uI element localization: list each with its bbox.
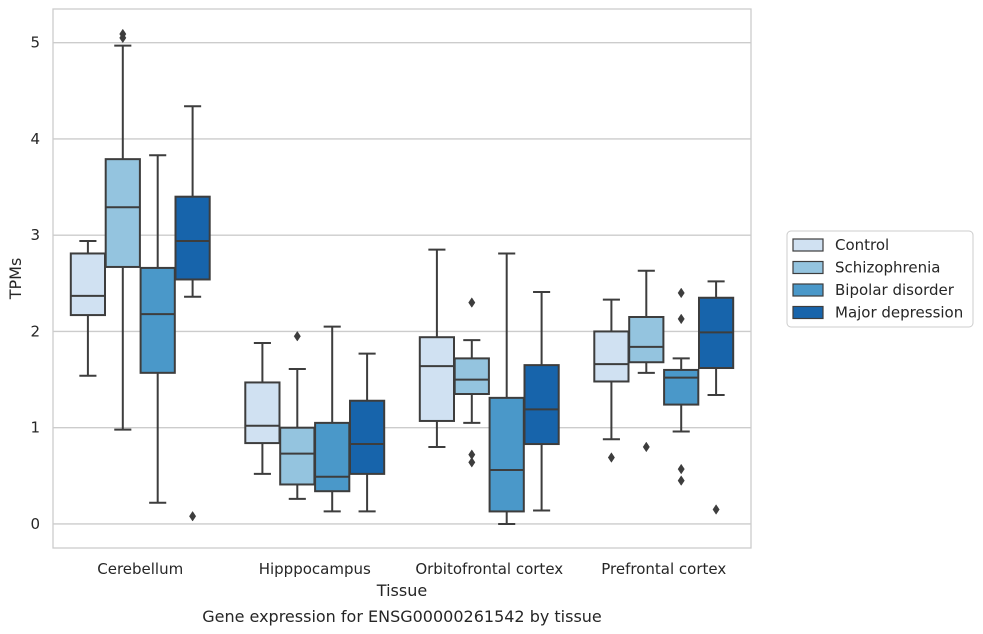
- box-group: [244, 341, 281, 475]
- box-group: [418, 248, 456, 448]
- box-group: [104, 28, 141, 431]
- legend-label: Bipolar disorder: [835, 281, 955, 299]
- x-tick-labels: Cerebellum Hipppocampus Orbitofrontal cort…: [97, 560, 726, 578]
- iqr-box: [453, 357, 490, 396]
- box-group: [628, 269, 665, 453]
- iqr-box: [314, 421, 351, 493]
- iqr-box: [663, 368, 700, 406]
- iqr-box: [593, 330, 630, 383]
- legend-swatch: [792, 238, 824, 252]
- box-group: [69, 239, 107, 377]
- outlier-point: [712, 504, 720, 515]
- box-group: [488, 252, 525, 525]
- y-tick-label: 5: [30, 34, 40, 52]
- x-tick-label: Hipppocampus: [259, 560, 371, 578]
- outlier-point: [677, 475, 685, 486]
- box-group: [697, 280, 735, 515]
- outlier-point: [677, 313, 685, 325]
- legend-label: Control: [835, 236, 889, 254]
- legend-swatch: [792, 260, 824, 275]
- legend-swatch: [792, 305, 824, 320]
- outlier-point: [607, 452, 615, 463]
- box-group: [139, 154, 176, 504]
- iqr-box: [488, 396, 525, 513]
- outlier-point: [642, 441, 650, 453]
- y-tick-label: 4: [30, 130, 40, 148]
- iqr-box: [523, 364, 560, 446]
- x-tick-label: Prefrontal cortex: [601, 560, 726, 578]
- iqr-box: [628, 316, 665, 364]
- iqr-box: [279, 426, 316, 486]
- y-tick-label: 0: [30, 515, 40, 533]
- outlier-point: [189, 510, 197, 522]
- box-group: [593, 298, 630, 463]
- x-tick-label: Orbitofrontal cortex: [415, 560, 563, 578]
- box-group: [348, 352, 386, 513]
- chart-caption: Gene expression for ENSG00000261542 by t…: [202, 607, 602, 626]
- legend-swatch: [792, 283, 824, 297]
- box-group: [174, 105, 211, 522]
- iqr-box: [418, 336, 456, 422]
- iqr-box: [348, 399, 386, 475]
- y-tick-label: 1: [30, 419, 40, 437]
- y-tick-labels: 0 1 2 3 4 5: [30, 34, 40, 533]
- iqr-box: [244, 381, 281, 445]
- boxes: [69, 28, 735, 525]
- plot-frame: [52, 8, 752, 549]
- outlier-point: [677, 287, 685, 299]
- box-group: [279, 330, 316, 500]
- legend-frame: [786, 230, 974, 328]
- x-tick-label: Cerebellum: [97, 560, 183, 578]
- box-group: [663, 287, 700, 486]
- outlier-point: [468, 457, 476, 468]
- outlier-point: [468, 297, 476, 308]
- box-group: [523, 290, 560, 512]
- legend: Control Schizophrenia Bipolar disorder Majo…: [786, 230, 974, 328]
- legend-label: Major depression: [835, 304, 963, 322]
- box-group: [453, 297, 490, 468]
- y-tick-label: 3: [30, 226, 40, 244]
- outlier-point: [293, 330, 301, 342]
- y-axis-label: TPMs: [6, 258, 25, 301]
- x-axis-label: Tissue: [376, 581, 427, 600]
- legend-label: Schizophrenia: [835, 259, 940, 277]
- outlier-point: [677, 463, 685, 475]
- iqr-box: [69, 252, 107, 317]
- iqr-box: [174, 195, 211, 281]
- y-tick-label: 2: [30, 322, 40, 340]
- outlier-point: [119, 32, 127, 44]
- iqr-box: [104, 158, 141, 268]
- box-group: [314, 325, 351, 513]
- iqr-box: [139, 266, 176, 374]
